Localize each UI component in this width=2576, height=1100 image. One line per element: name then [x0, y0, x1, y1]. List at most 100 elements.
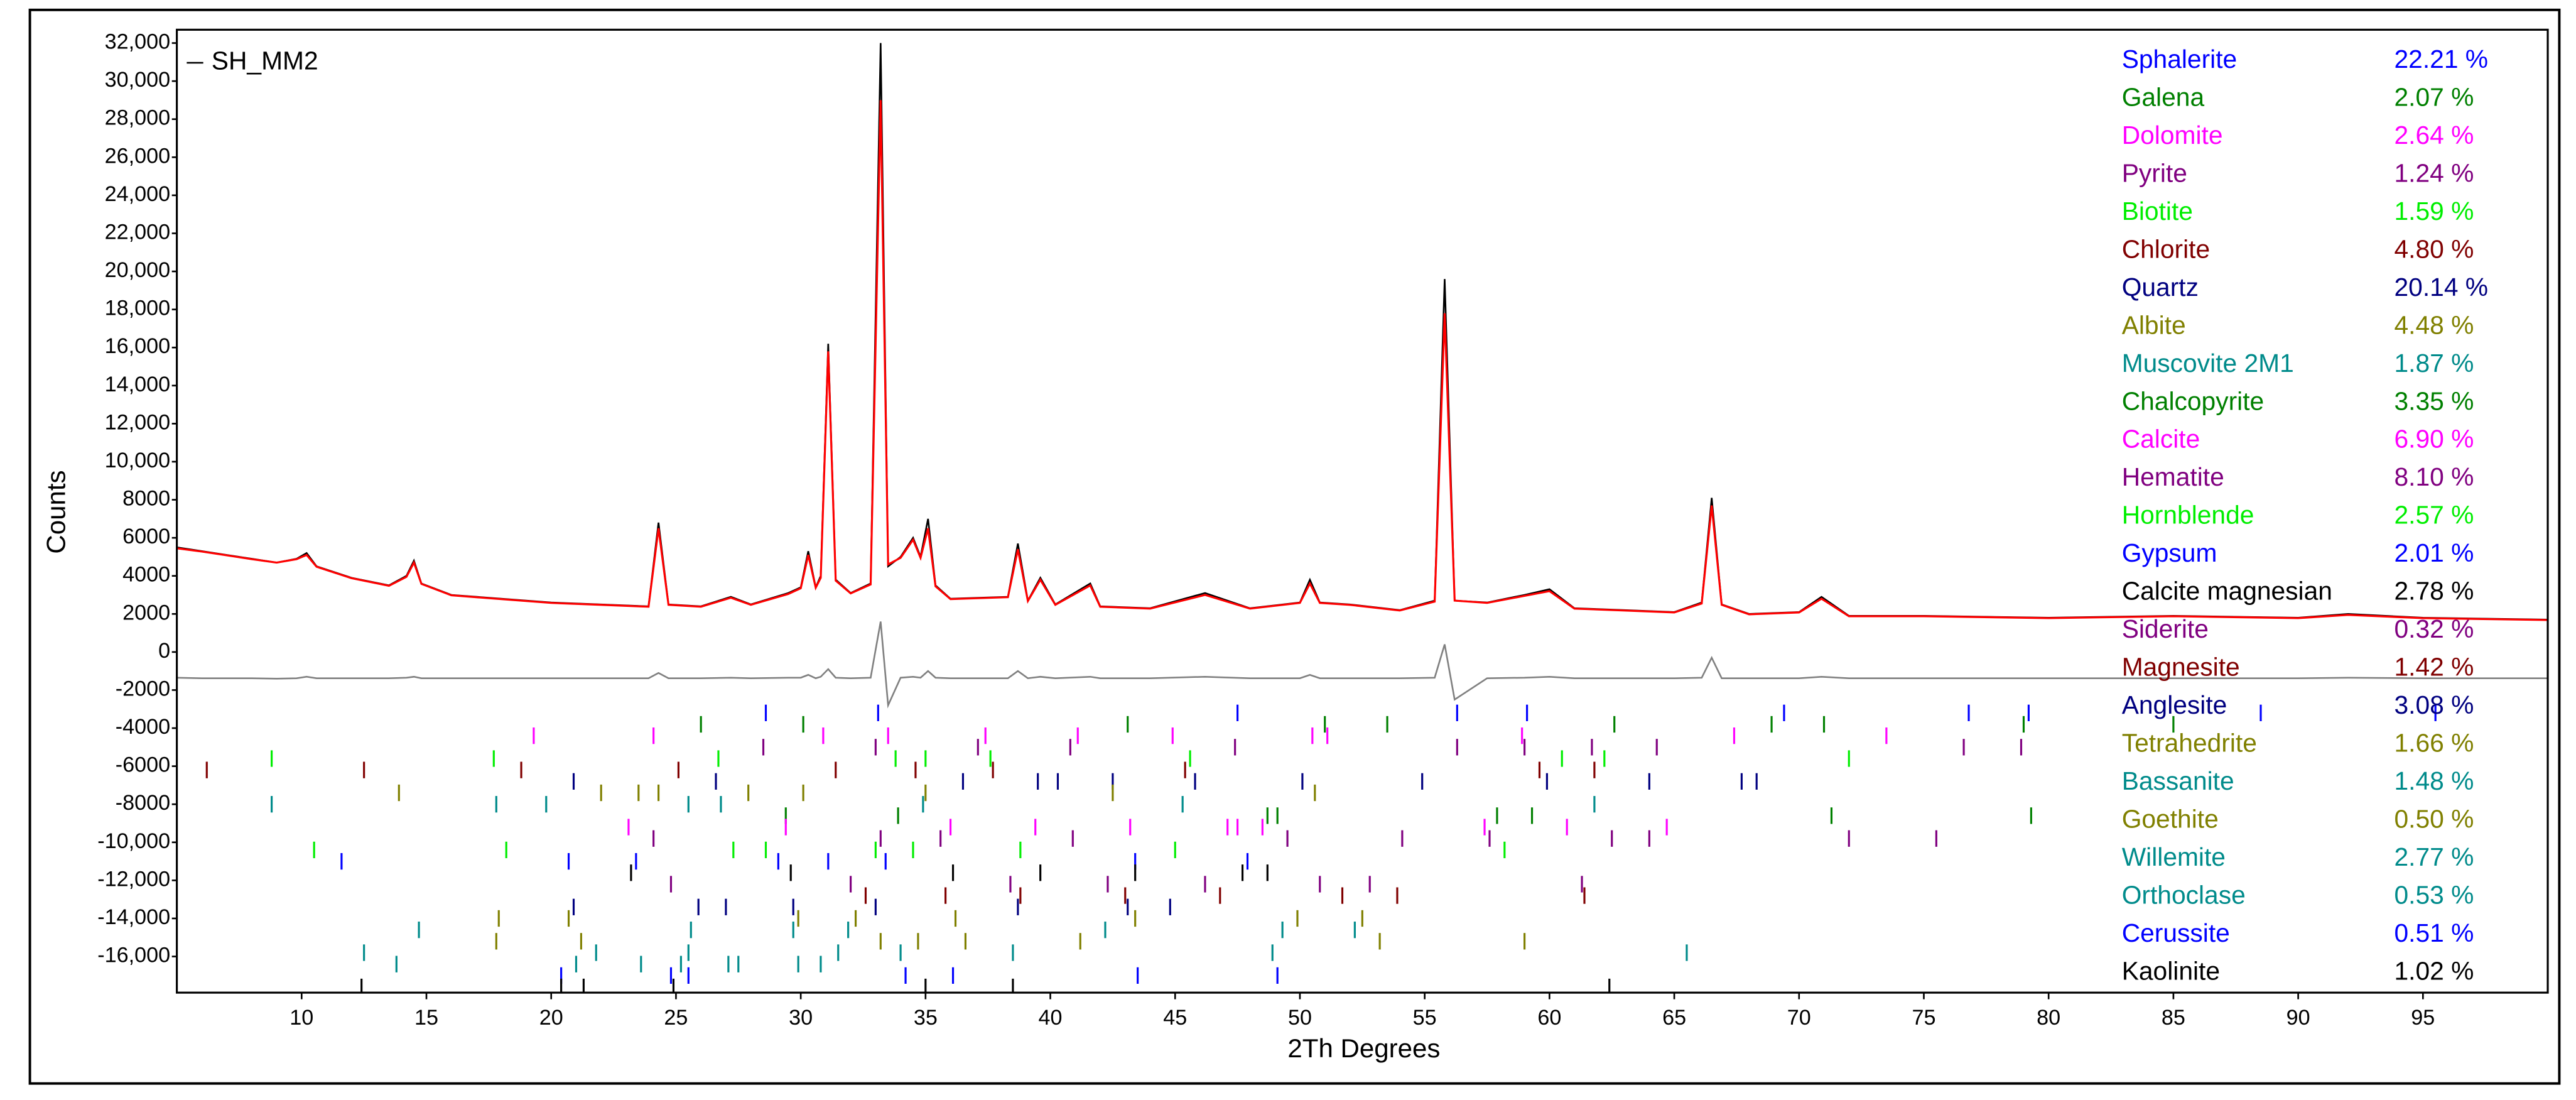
y-tick-label: -16,000 [97, 944, 170, 967]
phase-percent: 2.78 % [2395, 577, 2474, 606]
phase-percent: 20.14 % [2395, 273, 2489, 302]
y-tick-label: 24,000 [105, 182, 170, 206]
y-tick-label: 32,000 [105, 30, 170, 54]
y-tick-label: 22,000 [105, 220, 170, 244]
x-tick-label: 20 [539, 1006, 563, 1030]
x-tick-label: 50 [1288, 1006, 1312, 1030]
phase-percent: 1.59 % [2395, 197, 2474, 226]
phase-percent: 2.01 % [2395, 538, 2474, 567]
phase-name: Chalcopyrite [2122, 386, 2264, 415]
series-line [176, 621, 2548, 709]
x-tick-label: 15 [414, 1006, 438, 1030]
x-tick-label: 45 [1163, 1006, 1187, 1030]
y-tick-label: -4000 [116, 715, 170, 739]
phase-percent: 3.35 % [2395, 386, 2474, 415]
y-tick-label: 16,000 [105, 334, 170, 358]
y-tick-label: 2000 [122, 601, 170, 624]
phase-name: Chlorite [2122, 234, 2210, 263]
y-tick-label: 8000 [122, 487, 170, 511]
phase-percent: 2.07 % [2395, 83, 2474, 112]
x-tick-label: 70 [1787, 1006, 1811, 1030]
phase-percent: 1.87 % [2395, 349, 2474, 378]
x-tick-label: 55 [1413, 1006, 1437, 1030]
phase-name: Sphalerite [2122, 45, 2237, 74]
x-tick-label: 75 [1912, 1006, 1935, 1030]
phase-name: Gypsum [2122, 538, 2217, 567]
phase-percent: 8.10 % [2395, 462, 2474, 491]
phase-name: Albite [2122, 310, 2186, 339]
phase-percent: 0.50 % [2395, 804, 2474, 833]
y-tick-label: 18,000 [105, 297, 170, 320]
y-tick-label: 12,000 [105, 410, 170, 434]
y-tick-label: 10,000 [105, 449, 170, 472]
x-tick-label: 25 [664, 1006, 688, 1030]
y-tick-label: 6000 [122, 525, 170, 548]
phase-name: Calcite [2122, 425, 2200, 454]
phase-name: Biotite [2122, 197, 2193, 226]
y-tick-label: 26,000 [105, 144, 170, 168]
x-tick-label: 95 [2411, 1006, 2435, 1030]
x-axis-title: 2Th Degrees [1287, 1033, 1440, 1063]
y-tick-label: 4000 [122, 563, 170, 587]
phase-name: Siderite [2122, 614, 2209, 643]
phase-name: Magnesite [2122, 653, 2240, 682]
phase-percent: 2.77 % [2395, 842, 2474, 871]
y-tick-label: 0 [158, 639, 170, 663]
phase-percent: 4.80 % [2395, 234, 2474, 263]
y-tick-label: -14,000 [97, 905, 170, 929]
outer-frame [28, 8, 2561, 1085]
y-tick-label: -8000 [116, 791, 170, 815]
phase-name: Kaolinite [2122, 956, 2220, 985]
y-tick-label: -2000 [116, 677, 170, 700]
phase-name: Dolomite [2122, 121, 2223, 150]
x-tick-label: 40 [1039, 1006, 1063, 1030]
phase-name: Cerussite [2122, 918, 2230, 947]
phase-percent: 0.32 % [2395, 614, 2474, 643]
phase-name: Willemite [2122, 842, 2226, 871]
phase-name: Galena [2122, 83, 2205, 112]
x-tick-label: 85 [2162, 1006, 2185, 1030]
phase-percent: 1.42 % [2395, 653, 2474, 682]
phase-percent: 1.66 % [2395, 729, 2474, 758]
x-tick-label: 90 [2286, 1006, 2310, 1030]
phase-name: Muscovite 2M1 [2122, 349, 2294, 378]
x-tick-label: 35 [914, 1006, 938, 1030]
y-tick-label: -12,000 [97, 867, 170, 891]
x-tick-label: 60 [1537, 1006, 1561, 1030]
phase-name: Orthoclase [2122, 880, 2246, 909]
phase-percent: 3.08 % [2395, 690, 2474, 719]
phase-percent: 1.24 % [2395, 158, 2474, 187]
phase-name: Hornblende [2122, 501, 2254, 530]
phase-name: Hematite [2122, 462, 2224, 491]
series-line [176, 100, 2548, 621]
phase-percent: 0.51 % [2395, 918, 2474, 947]
y-axis-title: Counts [41, 470, 70, 553]
plot [176, 43, 2548, 993]
phase-name: Anglesite [2122, 690, 2227, 719]
phase-percent: 2.57 % [2395, 501, 2474, 530]
phase-name: Bassanite [2122, 766, 2234, 795]
phase-percent: 1.48 % [2395, 766, 2474, 795]
x-tick-label: 30 [789, 1006, 813, 1030]
legend-label: SH_MM2 [212, 46, 318, 75]
plot-frame [176, 28, 2549, 994]
phase-name: Goethite [2122, 804, 2219, 833]
phase-percent: 1.02 % [2395, 956, 2474, 985]
y-tick-label: 20,000 [105, 258, 170, 282]
x-tick-label: 10 [290, 1006, 313, 1030]
y-tick-label: 30,000 [105, 68, 170, 92]
x-tick-label: 65 [1662, 1006, 1686, 1030]
phase-percent: 0.53 % [2395, 880, 2474, 909]
y-tick-label: 28,000 [105, 106, 170, 130]
phase-percent: 6.90 % [2395, 425, 2474, 454]
phase-percent: 22.21 % [2395, 45, 2489, 74]
phase-percent: 2.64 % [2395, 121, 2474, 150]
phase-percent: 4.48 % [2395, 310, 2474, 339]
x-tick-label: 80 [2037, 1006, 2060, 1030]
phase-name: Tetrahedrite [2122, 729, 2257, 758]
y-tick-label: -10,000 [97, 829, 170, 853]
y-tick-label: -6000 [116, 753, 170, 777]
y-tick-label: 14,000 [105, 373, 170, 396]
phase-name: Calcite magnesian [2122, 577, 2332, 606]
